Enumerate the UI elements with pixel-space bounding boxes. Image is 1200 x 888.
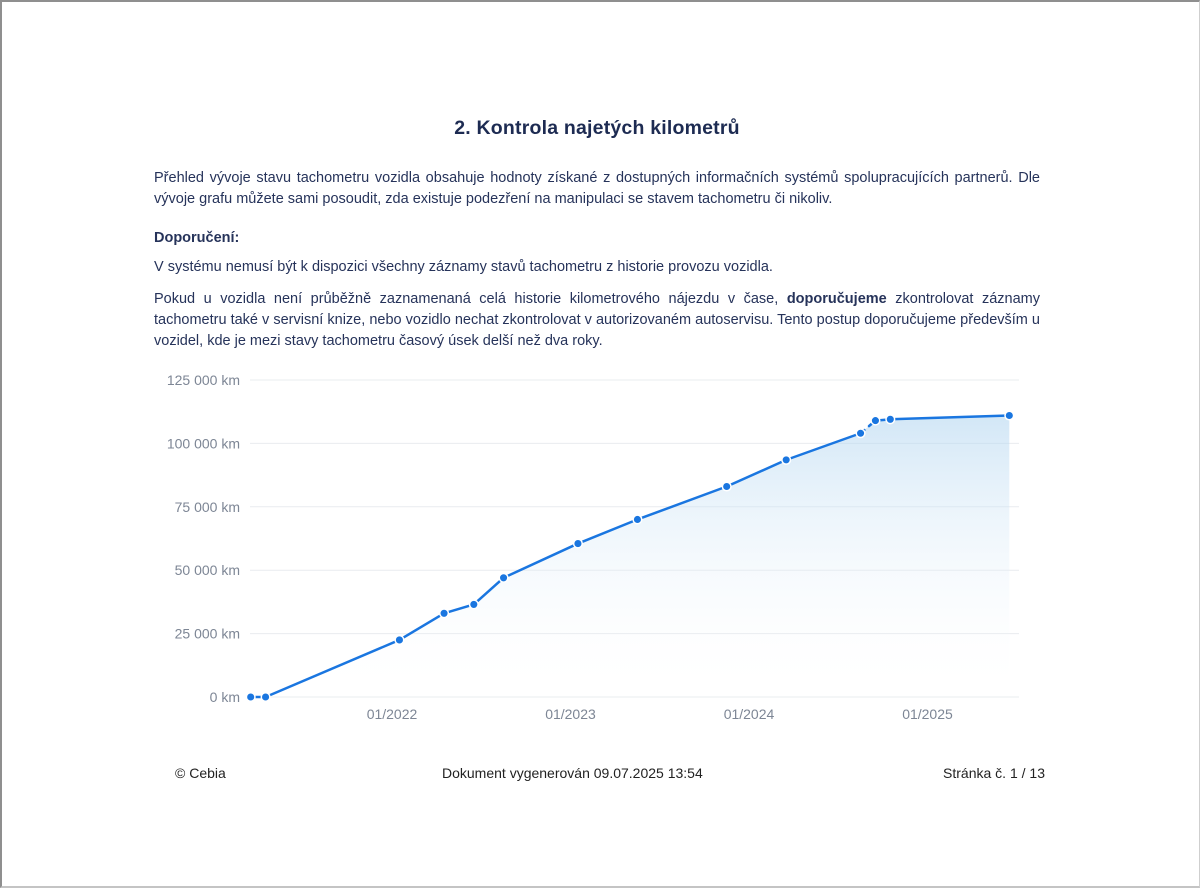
y-axis-label: 125 000 km [167, 372, 240, 388]
trend-line-segment [889, 414, 1011, 421]
recommendation-label: Doporučení: [154, 230, 240, 246]
footer-copyright: © Cebia [175, 765, 226, 781]
y-axis-label: 0 km [210, 689, 240, 705]
mileage-chart: 125 000 km 100 000 km 75 000 km 50 000 km 25… [152, 365, 1042, 727]
data-point [885, 414, 896, 425]
footer-generated: Dokument vygenerován 09.07.2025 13:54 [442, 765, 703, 781]
data-point [468, 599, 479, 610]
advice-text-after: zkontrolovat záznamy tachometru také v s… [154, 291, 1040, 349]
y-axis-label: 50 000 km [175, 562, 240, 578]
trend-line-segment [576, 518, 639, 545]
data-point [855, 428, 866, 439]
page-footer: © Cebia Dokument vygenerován 09.07.2025 … [2, 765, 1199, 783]
data-point [439, 608, 450, 619]
data-point [632, 514, 643, 525]
x-axis-label: 01/2022 [367, 706, 418, 722]
mileage-chart-svg: 125 000 km 100 000 km 75 000 km 50 000 km 25… [167, 372, 1019, 722]
data-point [498, 572, 509, 583]
advice-text-before: Pokud u vozidla není průběžně zaznamenan… [154, 291, 787, 307]
y-axis-label: 100 000 km [167, 435, 240, 451]
y-axis-label: 75 000 km [175, 499, 240, 515]
page-title: 2. Kontrola najetých kilometrů [454, 117, 740, 139]
data-point [721, 481, 732, 492]
data-point [245, 691, 256, 703]
trend-line-segment [636, 485, 728, 521]
trend-line-segment [442, 603, 476, 615]
trend-line-segment [725, 458, 788, 488]
data-point [781, 454, 792, 465]
x-axis-label: 01/2025 [902, 706, 953, 722]
system-note-paragraph: V systému nemusí být k dispozici všechny… [154, 259, 773, 275]
intro-paragraph: Přehled vývoje stavu tachometru vozidla … [154, 170, 1040, 207]
data-point [870, 415, 881, 426]
footer-page-number: Stránka č. 1 / 13 [943, 765, 1045, 781]
trend-line-segment [398, 612, 446, 642]
y-axis-label: 25 000 km [175, 626, 240, 642]
data-point [394, 634, 405, 645]
trend-line-segment [472, 576, 505, 606]
x-axis-label: 01/2023 [545, 706, 596, 722]
data-point [572, 538, 583, 549]
trend-line-segment [784, 432, 862, 462]
advice-text-bold: doporučujeme [786, 291, 887, 307]
data-point [1004, 410, 1015, 421]
advice-paragraph: Pokud u vozidla není průběžně zaznamenan… [154, 289, 1040, 352]
trend-line-segment [502, 542, 580, 580]
data-point [260, 691, 271, 703]
area-fill [250, 415, 1010, 697]
trend-line-segment [264, 638, 401, 699]
x-axis-label: 01/2024 [724, 706, 775, 722]
